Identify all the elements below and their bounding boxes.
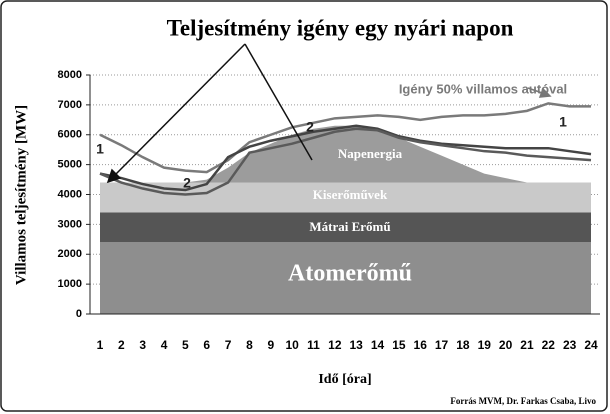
series-label: Igény 50% villamos autóval (399, 81, 567, 96)
y-tick-label: 2000 (58, 248, 82, 260)
line (99, 127, 592, 196)
area-label: Kiserőművek (313, 187, 388, 202)
x-tick-label: 11 (307, 338, 320, 352)
y-tick-label: 8000 (58, 69, 82, 81)
x-tick-label: 18 (456, 338, 470, 352)
x-tick-label: 9 (267, 338, 274, 352)
x-tick-label: 12 (328, 338, 342, 352)
area (100, 125, 591, 183)
chart-title: Teljesítmény igény egy nyári napon (167, 15, 514, 40)
x-tick-label: 1 (97, 338, 104, 352)
line (99, 102, 591, 174)
area (100, 242, 591, 314)
x-tick-label: 10 (285, 338, 299, 352)
x-tick-label: 13 (349, 338, 363, 352)
area-label: Napenergia (338, 146, 403, 161)
x-axis-label: Idő [óra] (318, 372, 371, 387)
x-tick-label: 8 (246, 338, 253, 352)
x-tick-label: 7 (225, 338, 232, 352)
x-tick-label: 23 (563, 338, 577, 352)
y-tick-label: 6000 (58, 129, 82, 141)
x-tick-label: 16 (414, 338, 428, 352)
x-tick-label: 22 (542, 338, 556, 352)
x-tick-label: 4 (161, 338, 168, 352)
y-tick-label: 5000 (58, 159, 82, 171)
x-tick-label: 17 (435, 338, 449, 352)
y-tick-label: 3000 (58, 218, 82, 230)
y-axis-label: Villamos teljesítmény [MW] (13, 105, 29, 285)
series-label: 1 (559, 114, 567, 130)
y-tick-label: 7000 (58, 99, 82, 111)
x-tick-label: 21 (520, 338, 534, 352)
x-tick-label: 6 (203, 338, 210, 352)
title-arrows (106, 43, 313, 184)
y-tick-label: 0 (76, 308, 82, 320)
area (100, 212, 591, 243)
x-tick-label: 19 (478, 338, 492, 352)
series-label: 2 (183, 175, 191, 191)
source: Forrás MVM, Dr. Farkas Csaba, Livo (450, 396, 596, 406)
y-tick-label: 1000 (58, 278, 82, 290)
y-tick-label: 4000 (58, 188, 82, 200)
x-tick-label: 15 (392, 338, 406, 352)
x-tick-label: 14 (371, 338, 385, 352)
area (100, 182, 591, 213)
area-label: Atomerőmű (288, 261, 412, 287)
x-tick-label: 3 (139, 338, 146, 352)
x-tick-label: 24 (584, 338, 598, 352)
line (99, 124, 592, 192)
series-label: 1 (96, 141, 104, 157)
x-tick-label: 2 (118, 338, 125, 352)
annotation-arrow (527, 87, 552, 98)
area-label: Mátrai Erőmű (309, 219, 390, 234)
plot-area (90, 74, 600, 315)
series-label: 2 (306, 119, 314, 135)
x-tick-label: 20 (499, 338, 513, 352)
x-tick-label: 5 (182, 338, 189, 352)
